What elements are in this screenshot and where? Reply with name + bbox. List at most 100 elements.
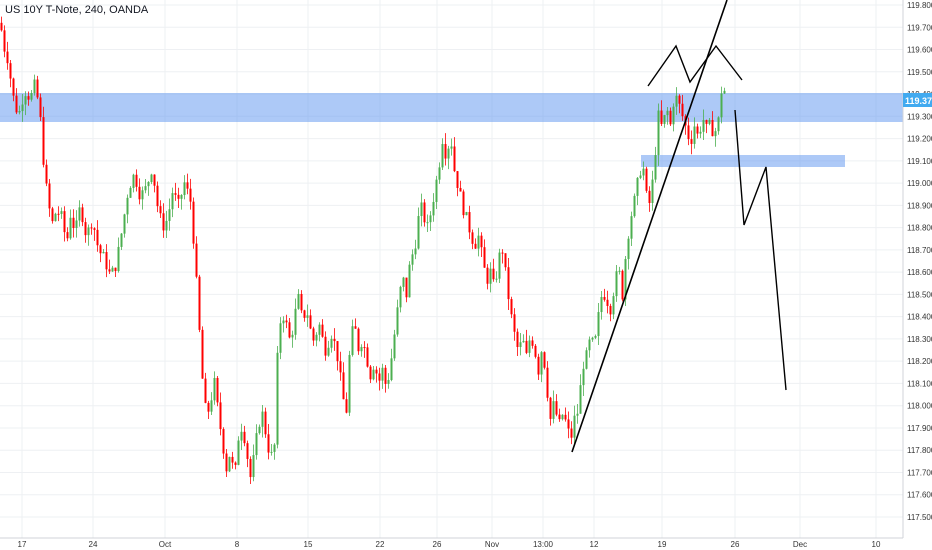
candle-body [567, 419, 570, 429]
candle-body [234, 462, 237, 465]
candle-body [372, 369, 375, 380]
x-tick-label: 22 [376, 540, 385, 549]
chart-title: US 10Y T-Note, 240, OANDA [5, 4, 149, 16]
candle-body [714, 131, 717, 137]
candle-body [483, 247, 486, 268]
candle-body [39, 97, 42, 118]
candle-body [459, 187, 462, 192]
candle-body [549, 397, 552, 419]
candle-body [639, 175, 642, 178]
candle-body [348, 354, 351, 413]
candle-body [702, 120, 705, 132]
candle-body [96, 229, 99, 246]
candle-body [360, 347, 363, 352]
y-tick-label: 118.000 [907, 402, 932, 411]
candle-body [717, 117, 720, 132]
candle-body [591, 337, 594, 340]
candle-body [288, 322, 291, 338]
candle-body [579, 385, 582, 414]
candle-body [30, 93, 33, 100]
candle-body [465, 212, 468, 216]
candle-body [612, 296, 615, 315]
resistance-zone[interactable] [0, 93, 903, 122]
y-tick-label: 119.000 [907, 179, 932, 188]
candle-body [225, 453, 228, 472]
y-tick-label: 118.700 [907, 246, 932, 255]
candle-body [174, 193, 177, 195]
candle-body [525, 340, 528, 353]
candle-body [291, 334, 294, 338]
candle-body [237, 440, 240, 465]
projection-path[interactable] [734, 109, 787, 391]
candle-body [189, 188, 192, 202]
grid [0, 0, 903, 538]
candle-body [642, 168, 645, 176]
candle-body [66, 232, 69, 239]
candle-body [498, 252, 501, 279]
candle-body [324, 336, 327, 356]
head-and-shoulders-pattern[interactable] [647, 44, 743, 87]
candle-body [48, 183, 51, 209]
candle-body [72, 217, 75, 229]
y-tick-label: 119.200 [907, 135, 932, 144]
candle-body [117, 246, 120, 272]
candle-body [399, 286, 402, 308]
candle-body [156, 185, 159, 207]
candle-body [462, 191, 465, 216]
candle-body [87, 227, 90, 236]
candle-body [669, 110, 672, 125]
candle-body [621, 270, 624, 300]
candle-body [180, 195, 183, 199]
candle-body [687, 125, 690, 140]
candle-body [240, 431, 243, 441]
candle-body [78, 207, 81, 221]
x-tick-label: 8 [235, 540, 240, 549]
candle-body [111, 267, 114, 272]
candle-body [60, 211, 63, 214]
candle-body [513, 314, 516, 332]
y-tick-label: 118.200 [907, 357, 932, 366]
y-tick-label: 119.300 [907, 112, 932, 121]
candle-body [204, 378, 207, 403]
y-axis-ticks: 119.800119.700119.600119.500119.400119.3… [907, 1, 932, 522]
y-tick-label: 119.700 [907, 23, 932, 32]
candle-body [264, 411, 267, 435]
candle-body [417, 216, 420, 249]
candle-body [102, 251, 105, 254]
candle-body [540, 352, 543, 375]
candle-body [282, 320, 285, 324]
candle-body [321, 324, 324, 337]
y-tick-label: 117.500 [907, 513, 932, 522]
candle-body [333, 338, 336, 342]
candle-body [624, 259, 627, 300]
candle-body [252, 455, 255, 478]
y-tick-label: 117.700 [907, 468, 932, 477]
x-tick-label: Dec [793, 540, 807, 549]
candle-body [606, 299, 609, 306]
candle-body [501, 252, 504, 254]
candle-body [255, 433, 258, 456]
candle-body [135, 174, 138, 187]
candle-body [537, 356, 540, 375]
trendline[interactable] [571, 0, 728, 453]
candle-body [69, 217, 72, 239]
candle-body [276, 352, 279, 445]
candle-body [213, 377, 216, 401]
candle-body [354, 326, 357, 329]
candle-body [468, 212, 471, 233]
candle-body [534, 345, 537, 357]
candle-body [12, 78, 15, 96]
candle-body [648, 190, 651, 203]
support-zone[interactable] [641, 155, 845, 167]
candle-body [627, 238, 630, 260]
candle-body [555, 401, 558, 415]
candle-body [318, 324, 321, 335]
candle-body [309, 315, 312, 329]
candle-body [414, 248, 417, 255]
candle-body [552, 401, 555, 419]
candle-body [0, 22, 3, 31]
x-tick-label: 26 [433, 540, 442, 549]
candle-body [666, 110, 669, 116]
